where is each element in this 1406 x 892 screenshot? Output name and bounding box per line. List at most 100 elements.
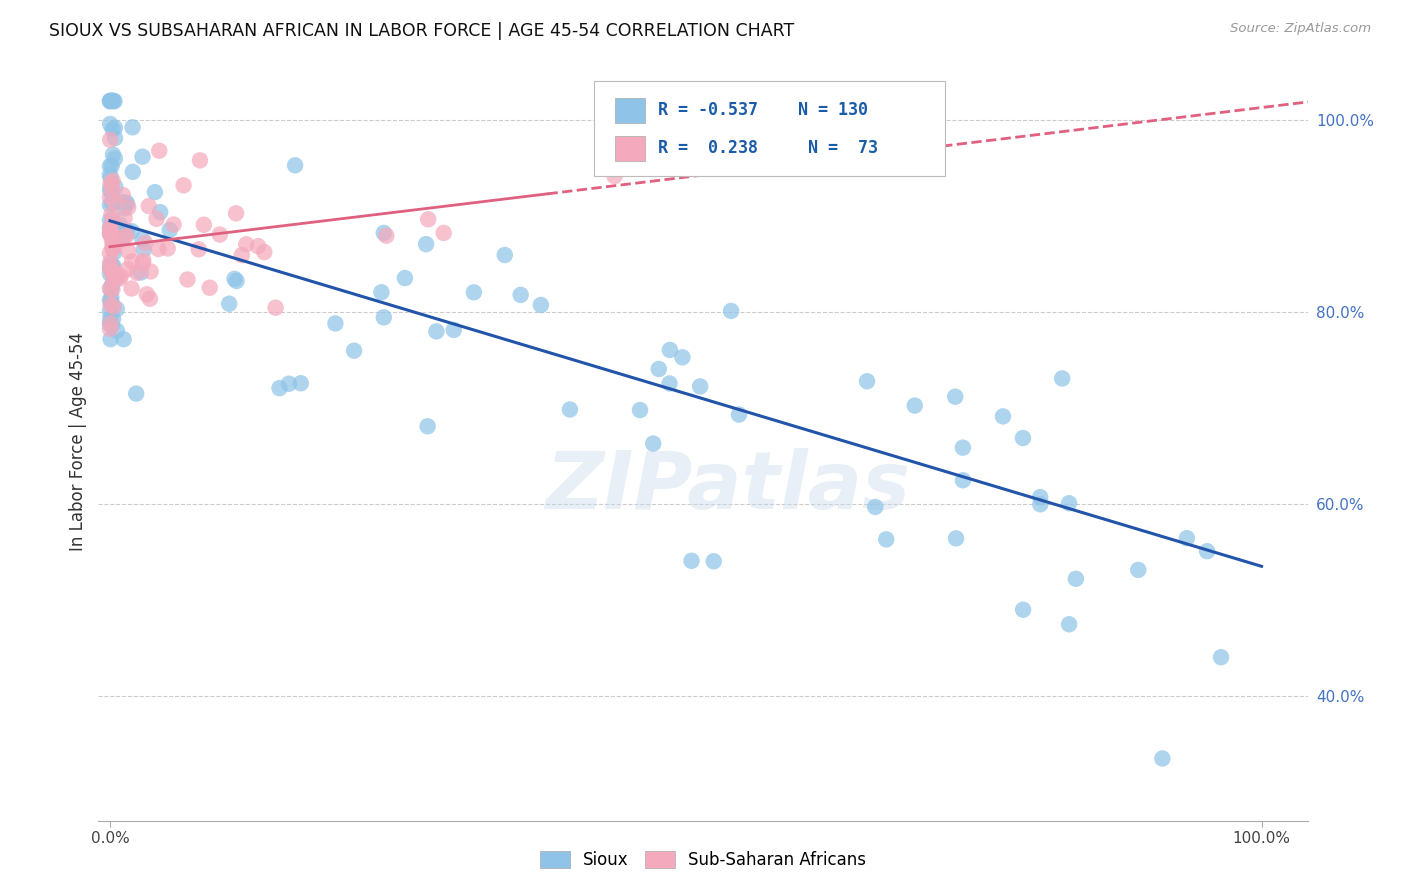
FancyBboxPatch shape bbox=[595, 81, 945, 177]
Point bbox=[225, 274, 247, 288]
Point bbox=[100, 180, 122, 194]
Point bbox=[98, 316, 121, 330]
Point bbox=[264, 301, 287, 315]
Point bbox=[149, 205, 172, 219]
Point bbox=[658, 376, 681, 391]
Point bbox=[605, 136, 627, 151]
Point bbox=[135, 287, 157, 301]
Point bbox=[100, 332, 122, 346]
Point bbox=[394, 271, 416, 285]
Point bbox=[1057, 617, 1080, 632]
Point bbox=[148, 242, 170, 256]
Point bbox=[111, 195, 134, 210]
Point bbox=[98, 267, 121, 281]
Point bbox=[1128, 563, 1150, 577]
Point bbox=[100, 316, 122, 330]
Point bbox=[98, 318, 121, 332]
Point bbox=[603, 169, 626, 183]
Point bbox=[235, 237, 257, 252]
Point bbox=[101, 266, 124, 280]
Point bbox=[231, 248, 253, 262]
Point bbox=[138, 199, 160, 213]
Point bbox=[1057, 496, 1080, 510]
Point bbox=[703, 554, 725, 568]
Point bbox=[114, 211, 136, 226]
Point bbox=[132, 243, 155, 257]
Point bbox=[103, 265, 125, 279]
Point bbox=[101, 298, 124, 312]
Point bbox=[121, 254, 143, 268]
Point bbox=[117, 244, 139, 259]
Point bbox=[1012, 603, 1035, 617]
Point bbox=[125, 386, 148, 401]
Point bbox=[101, 311, 124, 326]
Point bbox=[104, 120, 127, 135]
Point bbox=[129, 266, 152, 280]
Point bbox=[100, 94, 122, 108]
Point bbox=[139, 264, 162, 278]
Point bbox=[865, 500, 887, 514]
Point bbox=[100, 94, 122, 108]
Point bbox=[101, 212, 124, 227]
Point bbox=[325, 317, 347, 331]
Point bbox=[98, 184, 121, 198]
Point bbox=[98, 303, 121, 318]
Point bbox=[101, 233, 124, 247]
Point bbox=[904, 399, 927, 413]
Point bbox=[134, 235, 156, 250]
Point bbox=[101, 277, 124, 291]
Point bbox=[856, 374, 879, 388]
Point bbox=[425, 324, 447, 338]
Point bbox=[943, 390, 966, 404]
Point bbox=[1209, 650, 1232, 665]
Point bbox=[100, 291, 122, 305]
Point bbox=[107, 234, 129, 248]
Point bbox=[671, 351, 693, 365]
Point bbox=[98, 227, 121, 241]
Point bbox=[1029, 497, 1052, 511]
Point bbox=[98, 322, 121, 336]
Point bbox=[132, 256, 155, 270]
Point bbox=[112, 202, 135, 216]
Point bbox=[103, 259, 125, 273]
Point bbox=[103, 240, 125, 254]
Point bbox=[98, 220, 121, 235]
Point bbox=[247, 239, 270, 253]
Point bbox=[218, 296, 240, 310]
Point bbox=[373, 310, 395, 325]
Point bbox=[418, 212, 440, 227]
Point bbox=[101, 94, 124, 108]
Point bbox=[198, 281, 221, 295]
Point bbox=[98, 168, 121, 182]
Point bbox=[121, 224, 143, 238]
Point bbox=[176, 272, 198, 286]
Point bbox=[111, 232, 134, 246]
Point bbox=[103, 300, 125, 314]
Point bbox=[530, 298, 553, 312]
Point bbox=[105, 301, 128, 316]
Point bbox=[494, 248, 516, 262]
Point bbox=[98, 133, 121, 147]
Point bbox=[284, 158, 307, 172]
Point bbox=[101, 318, 124, 333]
Point bbox=[108, 218, 131, 232]
Point bbox=[253, 245, 276, 260]
Point bbox=[689, 379, 711, 393]
Point bbox=[1029, 490, 1052, 504]
Point bbox=[105, 222, 128, 236]
Point bbox=[290, 376, 312, 391]
Point bbox=[1064, 572, 1087, 586]
Point bbox=[343, 343, 366, 358]
Point bbox=[100, 279, 122, 293]
Point bbox=[104, 131, 127, 145]
Point bbox=[117, 201, 139, 215]
Point bbox=[173, 178, 195, 193]
Point bbox=[117, 262, 139, 277]
Point bbox=[112, 332, 135, 346]
Point bbox=[98, 246, 121, 260]
Point bbox=[100, 222, 122, 236]
Point bbox=[98, 221, 121, 235]
Point bbox=[98, 258, 121, 272]
Point bbox=[100, 283, 122, 297]
Point bbox=[101, 122, 124, 136]
